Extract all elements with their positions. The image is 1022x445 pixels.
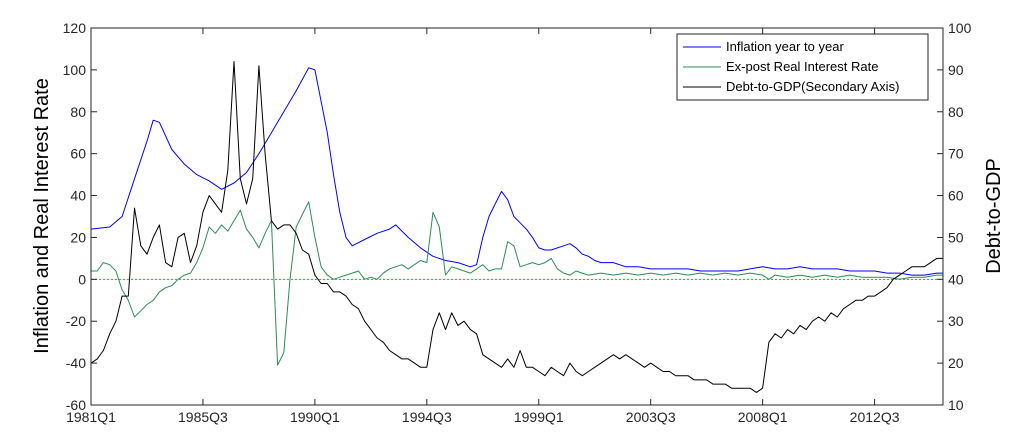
y-axis-right: 10 20 30 40 50 60 70 80 90 100 <box>937 20 972 413</box>
y-tick-label: 20 <box>70 229 86 245</box>
y2-tick-label: 90 <box>948 62 964 78</box>
x-tick-label: 1994Q3 <box>402 409 452 425</box>
x-axis: 1981Q1 1985Q3 1990Q1 1994Q3 1999Q1 2003Q3 2008… <box>66 28 900 425</box>
x-tick-label: 1990Q1 <box>290 409 340 425</box>
y2-tick-label: 80 <box>948 104 964 120</box>
y2-tick-label: 10 <box>948 397 964 413</box>
x-tick-label: 2008Q1 <box>738 409 788 425</box>
legend: Inflation year to year Ex-post Real Inte… <box>676 33 929 101</box>
y2-tick-label: 40 <box>948 271 964 287</box>
y-tick-label: 60 <box>70 146 86 162</box>
y-tick-label: 40 <box>70 188 86 204</box>
plot-border <box>90 27 944 406</box>
y2-axis-title: Debt-to-GDP <box>983 158 1005 274</box>
y-tick-label: 80 <box>70 104 86 120</box>
y-axis-title: Inflation and Real Interest Rate <box>31 78 53 354</box>
y-axis-left: -60 -40 -20 0 20 40 60 80 100 120 <box>63 20 97 413</box>
series-line-debt-to-gdp <box>90 61 943 393</box>
series-line-real-interest-rate <box>91 201 943 366</box>
legend-label-real-rate: Ex-post Real Interest Rate <box>726 59 878 74</box>
series-line-inflation <box>90 67 943 276</box>
y2-tick-label: 100 <box>948 20 972 36</box>
axes-frame <box>90 27 944 406</box>
y-tick-label: 120 <box>63 20 87 36</box>
y2-tick-label: 30 <box>948 313 964 329</box>
legend-label-debt: Debt-to-GDP(Secondary Axis) <box>726 79 899 94</box>
x-tick-label: 1981Q1 <box>66 409 116 425</box>
x-tick-label: 1985Q3 <box>178 409 228 425</box>
x-tick-label: 2012Q3 <box>850 409 900 425</box>
y2-tick-label: 70 <box>948 146 964 162</box>
legend-label-inflation: Inflation year to year <box>726 39 844 54</box>
y-tick-label: -20 <box>66 313 86 329</box>
y2-tick-label: 50 <box>948 229 964 245</box>
series-layer <box>90 61 943 393</box>
x-tick-label: 2003Q3 <box>626 409 676 425</box>
y-tick-label: -60 <box>66 397 86 413</box>
y2-tick-label: 60 <box>948 188 964 204</box>
x-tick-label: 1999Q1 <box>514 409 564 425</box>
y-tick-label: 0 <box>78 271 86 287</box>
y-tick-label: 100 <box>63 62 87 78</box>
y-tick-label: -40 <box>66 355 86 371</box>
y2-tick-label: 20 <box>948 355 964 371</box>
